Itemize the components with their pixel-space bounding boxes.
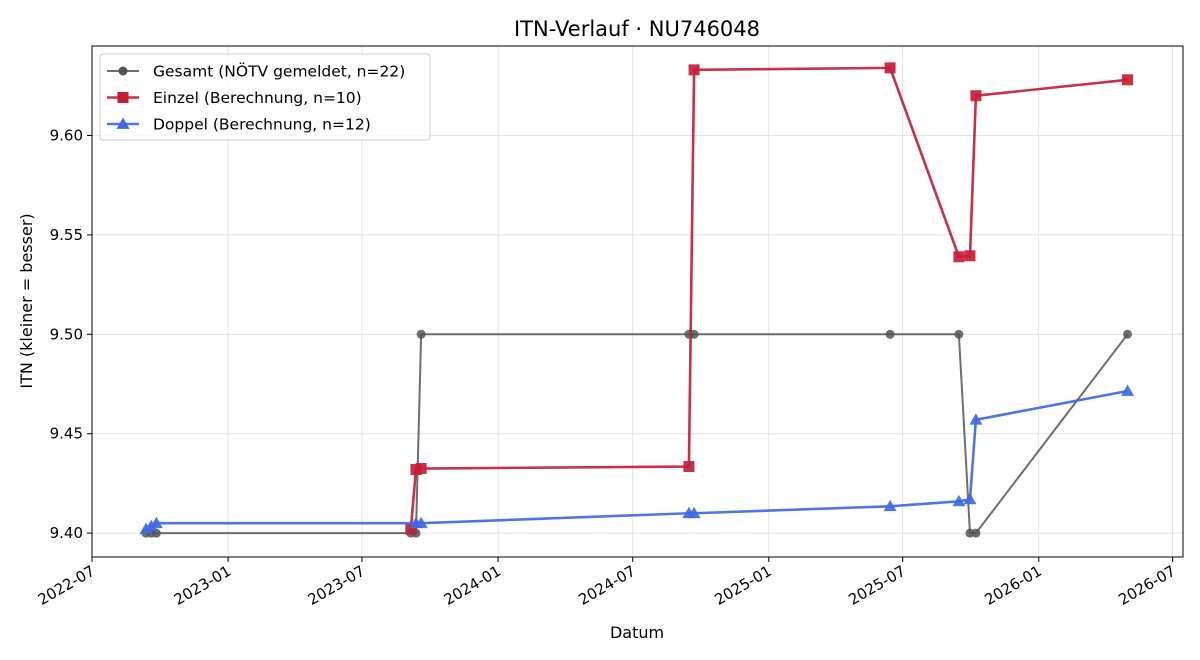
data-point: [687, 506, 701, 519]
data-point: [952, 494, 966, 507]
data-point: [683, 461, 695, 473]
series-3: [139, 384, 1135, 535]
data-point: [883, 499, 897, 512]
data-point: [1121, 384, 1135, 396]
data-point: [885, 329, 895, 339]
data-point: [405, 523, 417, 535]
legend-item: Einzel (Berechnung, n=10): [107, 89, 362, 107]
legend-box: [99, 53, 431, 141]
data-point: [144, 519, 158, 532]
data-point: [964, 250, 976, 262]
data-point: [963, 492, 977, 505]
legend-label: Einzel (Berechnung, n=10): [153, 89, 362, 107]
y-tick-label: 9.40: [50, 524, 83, 542]
data-point: [1123, 329, 1133, 339]
data-point: [1122, 74, 1134, 86]
legend-swatch-marker: [118, 66, 128, 76]
data-point: [954, 329, 964, 339]
data-point: [953, 251, 965, 263]
legend-label: Gesamt (NÖTV gemeldet, n=22): [153, 62, 405, 81]
series-group: [139, 62, 1135, 538]
legend: Gesamt (NÖTV gemeldet, n=22) Einzel (Bere…: [99, 53, 431, 141]
x-axis-label: Datum: [610, 623, 664, 642]
y-axis-label: ITN (kleiner = besser): [17, 213, 36, 388]
data-point: [139, 522, 153, 535]
y-tick-label: 9.60: [50, 126, 83, 144]
data-point: [971, 528, 981, 538]
data-point: [970, 90, 982, 102]
data-point: [416, 329, 426, 339]
data-point: [415, 463, 427, 475]
plot-frame: [91, 45, 1184, 558]
y-tick-label: 9.45: [50, 425, 83, 443]
series-2: [405, 62, 1134, 535]
y-axis: 9.40 9.45 9.50 9.55 9.60: [50, 126, 92, 542]
y-tick-label: 9.55: [50, 226, 83, 244]
data-point: [149, 516, 163, 529]
data-point: [688, 64, 700, 76]
data-point: [884, 62, 896, 74]
legend-label: Doppel (Berechnung, n=12): [153, 116, 371, 134]
legend-swatch-marker: [116, 117, 130, 129]
chart-title: ITN-Verlauf · NU746048: [514, 17, 760, 41]
legend-item: Doppel (Berechnung, n=12): [107, 116, 371, 134]
data-point: [414, 516, 428, 529]
data-point: [969, 413, 983, 425]
legend-swatch-marker: [117, 92, 129, 103]
y-tick-label: 9.50: [50, 325, 83, 343]
legend-item: Gesamt (NÖTV gemeldet, n=22): [107, 62, 405, 81]
